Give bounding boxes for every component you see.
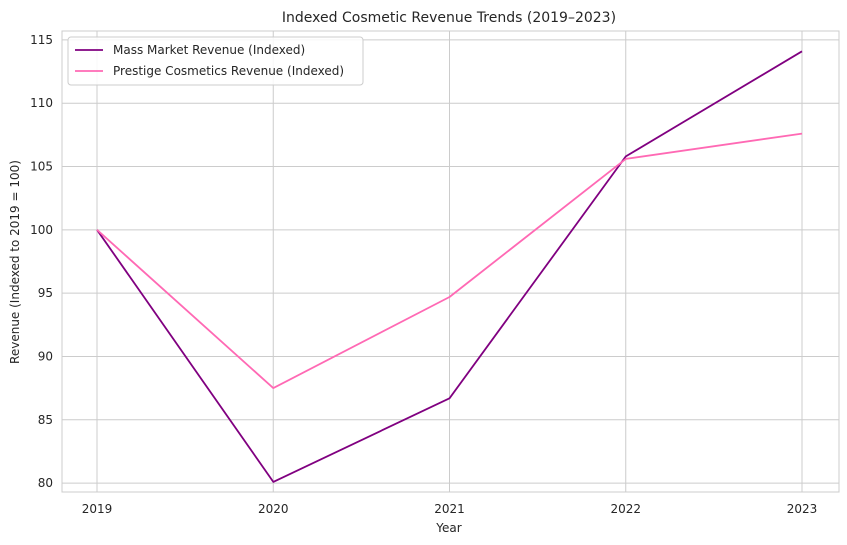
x-tick-label: 2020 [258, 502, 289, 516]
x-tick-labels: 2019 2020 2021 2022 2023 [82, 502, 818, 516]
y-tick-label: 105 [30, 160, 53, 174]
y-tick-label: 100 [30, 223, 53, 237]
x-gridlines [96, 31, 803, 492]
y-tick-label: 95 [38, 286, 53, 300]
y-tick-label: 90 [38, 349, 53, 363]
legend: Mass Market Revenue (Indexed) Prestige Co… [67, 36, 364, 86]
plot-area [61, 30, 840, 493]
x-tick-label: 2022 [610, 502, 641, 516]
series-lines [96, 50, 803, 483]
chart-title: Indexed Cosmetic Revenue Trends (2019–20… [282, 10, 616, 26]
y-axis-label: Revenue (Indexed to 2019 = 100) [8, 160, 22, 364]
series-line-2 [96, 132, 803, 390]
y-tick-label: 110 [30, 96, 53, 110]
x-axis-label: Year [435, 521, 461, 535]
x-tick-label: 2023 [787, 502, 818, 516]
series-line-1 [96, 50, 803, 483]
y-tick-label: 115 [30, 33, 53, 47]
y-tick-labels: 80 85 90 95 100 105 110 115 [30, 33, 53, 490]
y-tick-label: 80 [38, 476, 53, 490]
x-tick-label: 2019 [82, 502, 113, 516]
legend-label: Mass Market Revenue (Indexed) [113, 43, 305, 57]
legend-box [67, 36, 364, 86]
legend-label: Prestige Cosmetics Revenue (Indexed) [113, 64, 344, 78]
x-tick-label: 2021 [434, 502, 465, 516]
y-tick-label: 85 [38, 413, 53, 427]
